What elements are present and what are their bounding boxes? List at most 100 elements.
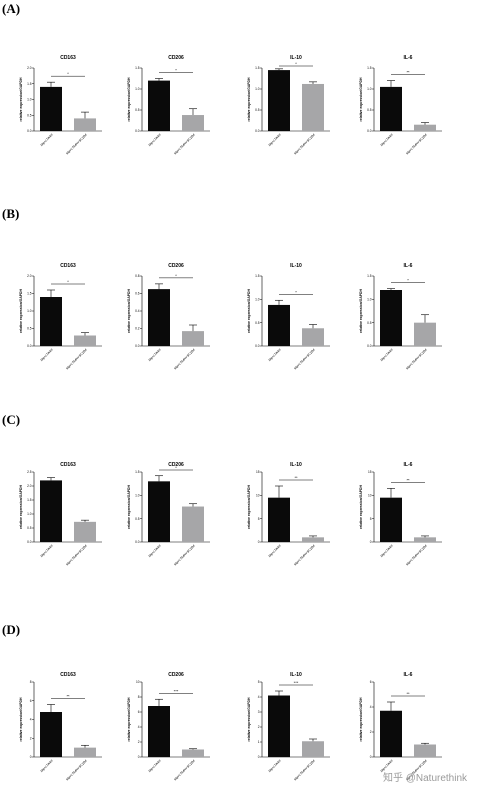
bar-treatment xyxy=(414,124,436,131)
chart-title: CD206 xyxy=(168,55,184,61)
chart-title: IL-6 xyxy=(404,55,413,61)
significance-label: *** xyxy=(294,680,299,685)
bar-control xyxy=(40,480,62,542)
chart-cd163: CD163 0.0 0.5 1.0 1.5 2.0 relative expression/… xyxy=(19,55,102,156)
y-tick-label: 1.0 xyxy=(135,493,140,497)
chart-cd163: CD163 0.0 0.5 1.0 1.5 2.0 2.5 relative expressi… xyxy=(19,462,102,567)
y-tick-label: 0.5 xyxy=(27,526,32,530)
chart-title: IL-10 xyxy=(290,462,302,468)
y-tick-label: 0.2 xyxy=(135,327,140,331)
category-label: Mφ+LTA4H+SC1B4 xyxy=(65,133,88,156)
bar-control xyxy=(380,710,402,757)
bar-treatment xyxy=(74,118,96,131)
category-label: Mφ+LTA4H xyxy=(380,347,395,362)
y-tick-label: 1.5 xyxy=(27,292,32,296)
y-tick-label: 1.5 xyxy=(255,274,260,278)
bar-control xyxy=(380,290,402,346)
y-tick-label: 2 xyxy=(138,740,140,744)
y-tick-label: 0 xyxy=(370,540,372,544)
y-axis-label: relative expression/GAPDH xyxy=(247,77,251,121)
chart-title: IL-10 xyxy=(290,263,302,269)
y-tick-label: 0.5 xyxy=(367,321,372,325)
significance-label: * xyxy=(67,279,69,284)
y-tick-label: 4 xyxy=(138,725,140,729)
y-tick-label: 10 xyxy=(136,680,140,684)
y-tick-label: 2 xyxy=(370,730,372,734)
panel-letter: (B) xyxy=(2,206,19,221)
category-label: Mφ+LTA4H xyxy=(40,543,55,558)
category-label: Mφ+LTA4H xyxy=(148,758,163,773)
y-tick-label: 0.5 xyxy=(367,108,372,112)
category-label: Mφ+LTA4H xyxy=(148,132,163,147)
panel-letter: (A) xyxy=(2,1,20,16)
category-label: Mφ+LTA4H xyxy=(148,347,163,362)
y-tick-label: 1.0 xyxy=(27,309,32,313)
category-label: Mφ+LTA4H+SC1B4 xyxy=(65,544,88,567)
y-tick-label: 4 xyxy=(30,718,32,722)
chart-cd206: CD206 0.0 0.5 1.0 1.5 relative expression/GAP… xyxy=(127,55,210,156)
y-axis-label: relative expression/GAPDH xyxy=(19,485,23,529)
chart-cd206: CD206 0.0 0.2 0.4 0.6 0.8 relative expression/… xyxy=(127,263,210,371)
y-tick-label: 4 xyxy=(370,705,372,709)
significance-label: * xyxy=(295,289,297,294)
category-label: Mφ+LTA4H+SC1B4 xyxy=(293,544,316,567)
y-axis-label: relative expression/GAPDH xyxy=(19,697,23,741)
bar-control xyxy=(268,304,290,346)
bar-control xyxy=(40,86,62,131)
y-tick-label: 1.5 xyxy=(27,82,32,86)
chart-il-6: IL-6 0.0 0.5 1.0 1.5 relative expression/GAPD… xyxy=(359,263,442,371)
y-tick-label: 0 xyxy=(138,755,140,759)
category-label: Mφ+LTA4H xyxy=(148,543,163,558)
chart-il-6: IL-6 0 5 10 15 relative expression/GAPDH Mφ+LT… xyxy=(359,462,442,567)
y-tick-label: 0.5 xyxy=(27,327,32,331)
y-tick-label: 0.5 xyxy=(27,113,32,117)
y-tick-label: 1.0 xyxy=(367,297,372,301)
y-tick-label: 2 xyxy=(30,736,32,740)
y-tick-label: 1.5 xyxy=(367,66,372,70)
category-label: Mφ+LTA4H xyxy=(268,758,283,773)
y-tick-label: 1.0 xyxy=(255,297,260,301)
chart-title: CD206 xyxy=(168,263,184,269)
bar-control xyxy=(148,289,170,346)
y-tick-label: 5 xyxy=(258,517,260,521)
bar-treatment xyxy=(74,335,96,346)
y-tick-label: 0.0 xyxy=(367,129,372,133)
y-tick-label: 1.0 xyxy=(255,87,260,91)
y-tick-label: 0.5 xyxy=(255,321,260,325)
bar-treatment xyxy=(302,741,324,757)
significance-label: * xyxy=(407,278,409,283)
y-tick-label: 0 xyxy=(30,755,32,759)
chart-title: CD163 xyxy=(60,462,76,468)
significance-label: * xyxy=(175,273,177,278)
y-axis-label: relative expression/GAPDH xyxy=(127,289,131,333)
bar-treatment xyxy=(302,537,324,542)
bar-control xyxy=(148,481,170,542)
y-tick-label: 2.0 xyxy=(27,484,32,488)
category-label: Mφ+LTA4H xyxy=(40,347,55,362)
chart-title: CD163 xyxy=(60,672,76,678)
chart-il-6: IL-6 0.0 0.5 1.0 1.5 relative expression/GAPD… xyxy=(359,55,442,156)
y-tick-label: 0.0 xyxy=(27,344,32,348)
y-axis-label: relative expression/GAPDH xyxy=(359,289,363,333)
chart-cd163: CD163 0.0 0.5 1.0 1.5 2.0 relative expression/… xyxy=(19,263,102,371)
y-tick-label: 1.5 xyxy=(135,66,140,70)
category-label: Mφ+LTA4H+SC1B4 xyxy=(293,133,316,156)
y-tick-label: 0.0 xyxy=(367,344,372,348)
y-axis-label: relative expression/GAPDH xyxy=(359,77,363,121)
y-tick-label: 2.0 xyxy=(27,66,32,70)
y-axis-label: relative expression/GAPDH xyxy=(247,289,251,333)
category-label: Mφ+LTA4H xyxy=(40,758,55,773)
y-tick-label: 0.5 xyxy=(135,108,140,112)
category-label: Mφ+LTA4H xyxy=(40,132,55,147)
bar-treatment xyxy=(182,115,204,131)
y-tick-label: 5 xyxy=(258,680,260,684)
bar-treatment xyxy=(302,328,324,346)
significance-label: ** xyxy=(406,70,410,75)
bar-control xyxy=(40,297,62,346)
category-label: Mφ+LTA4H+SC1B4 xyxy=(173,759,196,782)
y-tick-label: 6 xyxy=(138,710,140,714)
y-axis-label: relative expression/GAPDH xyxy=(19,289,23,333)
category-label: Mφ+LTA4H+SC1B4 xyxy=(65,348,88,371)
chart-il-10: IL-10 0.0 0.5 1.0 1.5 relative expression/GAP… xyxy=(247,55,330,156)
category-label: Mφ+LTA4H+SC1B4 xyxy=(173,133,196,156)
